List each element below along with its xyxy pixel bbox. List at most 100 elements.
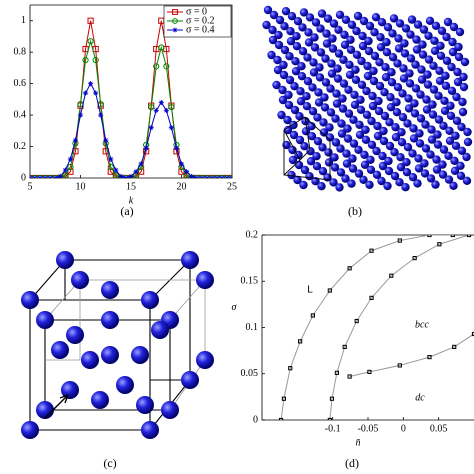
atom — [446, 101, 455, 111]
marker — [118, 173, 124, 178]
marker — [178, 161, 185, 167]
atom — [296, 97, 306, 106]
atom — [268, 25, 277, 35]
atom — [356, 105, 366, 115]
atom — [388, 29, 397, 38]
atom — [262, 20, 271, 30]
atom — [342, 159, 352, 168]
atom — [340, 30, 349, 39]
atom — [396, 153, 405, 162]
marker — [143, 145, 149, 151]
atom — [81, 351, 99, 369]
atom — [181, 251, 199, 269]
atom — [368, 91, 377, 101]
atom — [61, 381, 79, 399]
atom — [454, 52, 464, 62]
annotation: dc — [415, 392, 425, 403]
atom — [91, 391, 109, 409]
series-line — [30, 20, 232, 178]
x-axis-label: n̄ — [356, 437, 361, 448]
atom — [315, 73, 325, 82]
atom — [416, 114, 426, 123]
atom — [388, 53, 398, 62]
atom — [326, 108, 336, 117]
atom — [298, 47, 308, 56]
atom — [373, 121, 382, 131]
marker — [128, 173, 134, 178]
marker — [30, 175, 33, 178]
atom — [334, 25, 343, 34]
atom — [418, 40, 427, 49]
atom — [308, 107, 318, 116]
atom — [404, 94, 413, 103]
atom — [151, 321, 169, 339]
atom — [444, 151, 453, 160]
atom — [451, 131, 460, 140]
atom — [333, 64, 342, 73]
atom — [141, 291, 159, 309]
atom — [431, 21, 441, 30]
marker — [347, 266, 352, 271]
marker — [183, 169, 190, 175]
atom — [391, 133, 401, 142]
atom — [359, 175, 368, 184]
atom — [299, 180, 308, 190]
y-tick-label: 0.1 — [246, 322, 259, 333]
atom — [322, 29, 331, 38]
atom — [414, 164, 424, 173]
marker — [369, 295, 374, 300]
atom — [395, 19, 405, 28]
panel-label: (a) — [120, 204, 133, 218]
atom — [361, 135, 371, 144]
atom — [373, 131, 383, 141]
atom — [456, 171, 466, 180]
y-tick-label: 0.4 — [14, 109, 27, 120]
atom — [457, 146, 467, 155]
atom — [279, 60, 288, 70]
atom — [451, 141, 461, 150]
atom — [440, 106, 450, 116]
atom — [21, 421, 39, 439]
atom — [442, 56, 452, 65]
marker — [107, 163, 114, 171]
atom — [321, 54, 330, 63]
atom — [366, 155, 375, 164]
marker — [163, 107, 169, 113]
legend-marker — [172, 27, 178, 33]
atom — [394, 44, 404, 53]
marker — [229, 175, 232, 178]
atom — [453, 67, 462, 77]
atom — [56, 251, 74, 269]
x-tick-label: 15 — [126, 181, 136, 192]
atom — [304, 38, 314, 47]
atom — [420, 159, 429, 168]
x-tick-label: 5 — [28, 181, 33, 192]
atom — [328, 34, 337, 43]
atom — [309, 68, 319, 77]
atom — [322, 39, 332, 48]
atom — [382, 48, 392, 57]
atom — [285, 75, 295, 85]
lattice-render — [262, 5, 473, 192]
x-tick-label: 0 — [401, 423, 406, 434]
marker — [82, 90, 89, 96]
atom — [422, 95, 431, 104]
series-line — [349, 333, 474, 378]
marker — [87, 38, 94, 45]
x-tick-label: -0.1 — [325, 423, 341, 434]
atom — [317, 9, 327, 18]
atom — [355, 130, 365, 139]
atom — [436, 51, 446, 60]
atom — [327, 69, 337, 78]
atom — [385, 118, 394, 127]
atom — [432, 155, 441, 164]
y-tick-label: 0 — [21, 172, 26, 183]
marker — [194, 175, 200, 178]
atom — [341, 174, 350, 183]
atom — [400, 39, 409, 48]
atom — [36, 401, 54, 419]
atom — [409, 134, 419, 143]
marker — [329, 396, 335, 401]
atom — [380, 88, 389, 97]
atom — [330, 163, 340, 172]
